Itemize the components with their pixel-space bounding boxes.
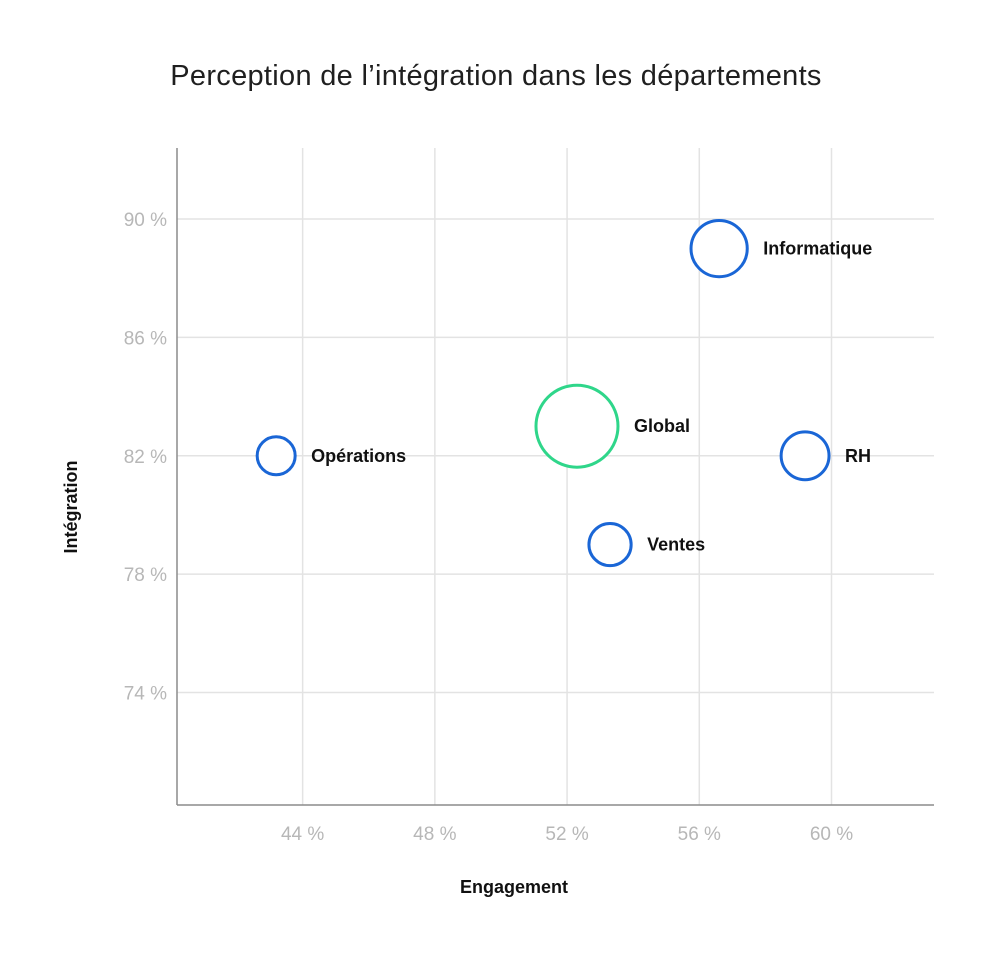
y-axis-label: Intégration bbox=[61, 461, 81, 554]
data-point-label: Ventes bbox=[647, 535, 705, 555]
y-tick-label: 86 % bbox=[124, 328, 167, 349]
x-tick-label: 44 % bbox=[281, 824, 324, 845]
y-tick-label: 82 % bbox=[124, 447, 167, 468]
axes-layer bbox=[176, 148, 934, 806]
y-tick-label: 90 % bbox=[124, 210, 167, 231]
y-tick-label: 78 % bbox=[124, 565, 167, 586]
data-point bbox=[534, 383, 620, 469]
data-point bbox=[779, 430, 831, 482]
x-axis-label: Engagement bbox=[460, 877, 568, 897]
points-layer: Informatique Global Opérations RH Ventes bbox=[255, 219, 872, 568]
data-point-label: Informatique bbox=[763, 239, 872, 259]
x-tick-label: 52 % bbox=[545, 824, 588, 845]
data-point bbox=[255, 435, 297, 477]
data-point-label: Global bbox=[634, 416, 690, 436]
data-point-label: Opérations bbox=[311, 446, 406, 466]
data-point bbox=[587, 521, 633, 568]
data-point-label: RH bbox=[845, 446, 871, 466]
y-tick-label: 74 % bbox=[124, 684, 167, 705]
x-tick-label: 48 % bbox=[413, 824, 456, 845]
chart-title: Perception de l’intégration dans les dép… bbox=[170, 60, 821, 92]
x-tick-label: 60 % bbox=[810, 824, 853, 845]
tick-layer: 44 % 48 % 52 % 56 % 60 % 74 % 78 % 82 % 86 % 90 % bbox=[124, 210, 854, 845]
data-point bbox=[689, 219, 749, 279]
x-tick-label: 56 % bbox=[678, 824, 721, 845]
